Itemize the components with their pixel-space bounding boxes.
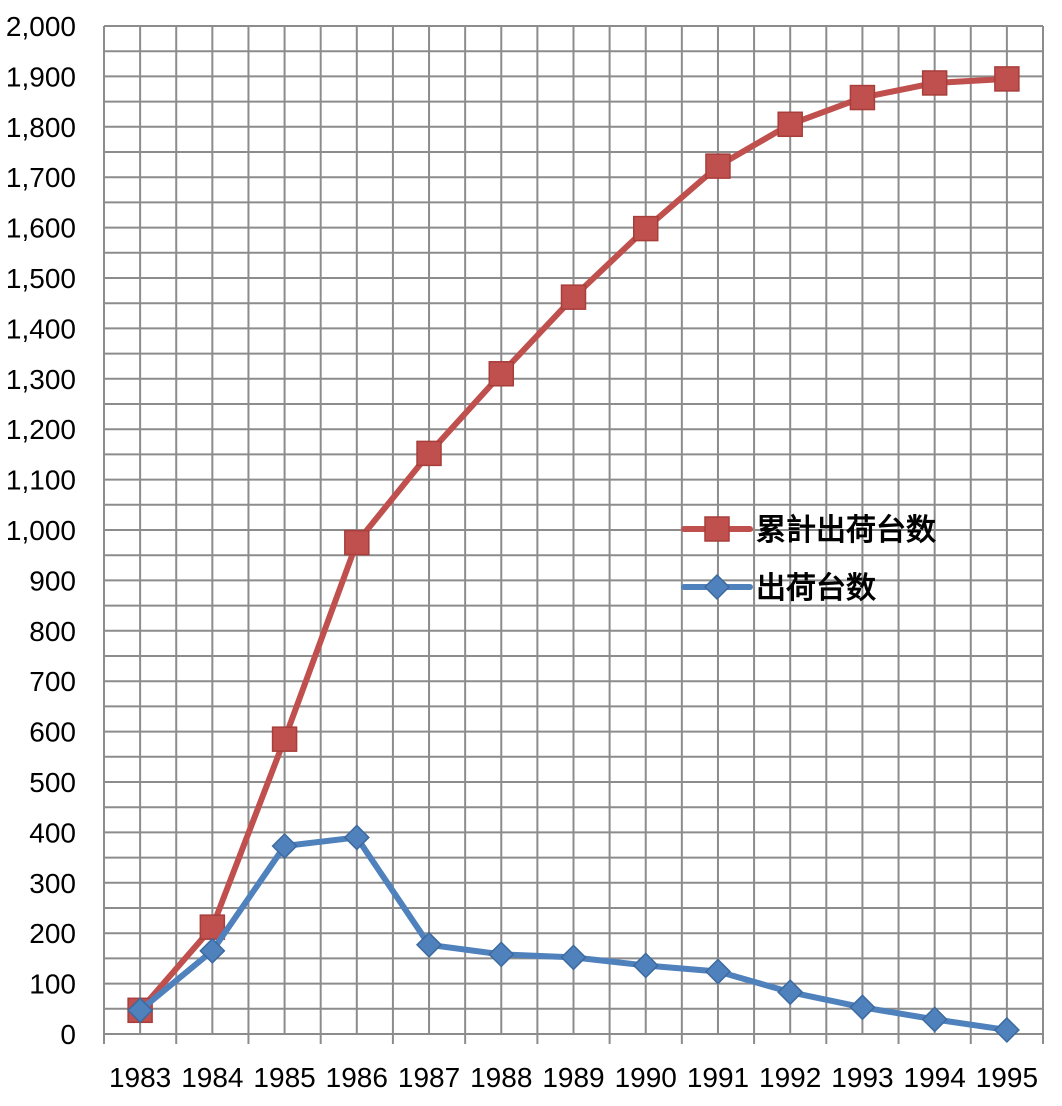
y-tick-label: 600: [29, 717, 76, 748]
data-point-diamond: [632, 952, 659, 979]
data-point-diamond: [993, 1016, 1020, 1044]
y-tick-label: 500: [29, 767, 76, 798]
x-tick-label: 1992: [759, 1062, 821, 1093]
data-point-square: [416, 440, 442, 467]
legend-item: 累計出荷台数: [681, 513, 937, 547]
y-tick-label: 1,800: [6, 112, 76, 143]
y-tick-label: 1,300: [6, 364, 76, 395]
data-point-square: [632, 215, 659, 242]
y-tick-label: 100: [29, 969, 76, 1000]
y-tick-label: 900: [29, 565, 76, 596]
y-tick-label: 1,700: [6, 162, 76, 193]
y-tick-label: 1,600: [6, 213, 76, 244]
data-point-diamond: [921, 1006, 948, 1033]
y-tick-label: 700: [29, 666, 76, 697]
data-point-square: [921, 70, 948, 96]
y-tick-label: 2,000: [6, 11, 76, 42]
y-tick-label: 800: [29, 616, 76, 647]
y-tick-label: 1,500: [6, 263, 76, 294]
y-tick-label: 1,200: [6, 414, 76, 445]
data-point-square: [560, 284, 587, 310]
x-tick-label: 1993: [831, 1062, 893, 1093]
y-tick-label: 1,000: [6, 515, 76, 546]
data-point-diamond: [703, 573, 731, 601]
data-point-square: [344, 529, 370, 556]
x-tick-label: 1984: [181, 1062, 243, 1093]
data-point-diamond: [415, 931, 443, 958]
y-tick-label: 400: [29, 817, 76, 848]
y-tick-label: 1,100: [6, 465, 76, 496]
data-point-square: [777, 111, 803, 138]
series-shipments: [127, 824, 1020, 1044]
series-layer: [127, 66, 1020, 1044]
data-point-square: [994, 66, 1020, 92]
legend-label: 出荷台数: [756, 571, 877, 605]
data-point-diamond: [560, 944, 587, 971]
y-tick-label: 300: [29, 868, 76, 899]
x-tick-label: 1988: [470, 1062, 532, 1093]
grid: [103, 25, 1044, 1035]
data-point-diamond: [127, 997, 154, 1024]
data-point-diamond: [271, 832, 298, 860]
x-tick-label: 1991: [687, 1062, 749, 1093]
series-cumulative: [127, 66, 1020, 1024]
data-point-diamond: [199, 937, 226, 964]
data-point-square: [704, 516, 730, 542]
legend-item: 出荷台数: [681, 571, 877, 605]
data-point-diamond: [704, 958, 732, 985]
data-point-square: [488, 361, 515, 387]
axes: 0 100 200 300 400 500 600 700 800 900 1,000 1,100 1,…: [6, 11, 1044, 1093]
y-tick-label: 1,900: [6, 61, 76, 92]
y-tick-label: 200: [29, 918, 76, 949]
legend-label: 累計出荷台数: [756, 513, 937, 547]
x-tick-label: 1994: [904, 1062, 966, 1093]
x-tick-label: 1986: [326, 1062, 388, 1093]
y-tick-label: 1,400: [6, 313, 76, 344]
data-point-square: [849, 84, 876, 111]
data-point-diamond: [343, 824, 370, 851]
x-tick-label: 1989: [542, 1062, 604, 1093]
x-tick-label: 1985: [253, 1062, 315, 1093]
x-tick-label: 1987: [398, 1062, 460, 1093]
x-tick-label: 1990: [615, 1062, 677, 1093]
data-point-diamond: [777, 979, 804, 1006]
x-tick-label: 1983: [109, 1062, 171, 1093]
y-tick-label: 0: [60, 1019, 76, 1050]
data-point-diamond: [488, 941, 515, 968]
data-point-square: [705, 153, 731, 179]
data-point-square: [271, 726, 298, 752]
x-tick-label: 1995: [976, 1062, 1038, 1093]
data-point-diamond: [849, 994, 876, 1021]
